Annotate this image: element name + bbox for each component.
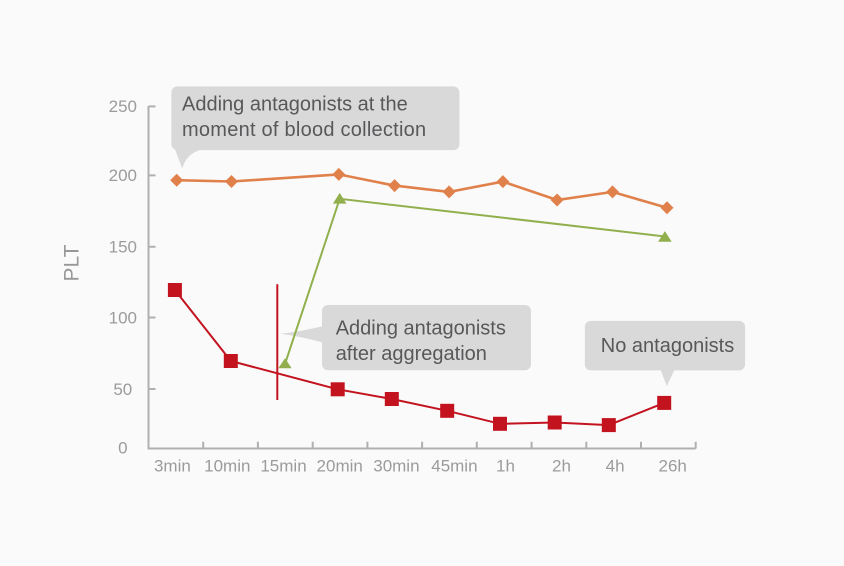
svg-text:150: 150: [109, 238, 137, 257]
svg-text:3min: 3min: [154, 457, 191, 476]
svg-text:0: 0: [118, 439, 127, 458]
svg-text:4h: 4h: [606, 457, 625, 476]
svg-text:30min: 30min: [373, 457, 419, 476]
svg-text:20min: 20min: [317, 457, 363, 476]
svg-text:250: 250: [109, 97, 137, 116]
svg-text:Adding antagonists at the: Adding antagonists at the: [182, 93, 408, 115]
svg-text:1h: 1h: [496, 457, 515, 476]
svg-text:Adding antagonists: Adding antagonists: [336, 318, 506, 340]
svg-text:100: 100: [109, 309, 137, 328]
svg-text:PLT: PLT: [61, 244, 84, 281]
svg-text:2h: 2h: [552, 457, 571, 476]
svg-text:26h: 26h: [659, 457, 687, 476]
svg-text:200: 200: [109, 166, 137, 185]
svg-text:No antagonists: No antagonists: [601, 335, 734, 357]
svg-text:after aggregation: after aggregation: [336, 343, 487, 365]
svg-text:50: 50: [113, 380, 132, 399]
svg-text:moment of blood collection: moment of blood collection: [182, 119, 426, 141]
svg-text:15min: 15min: [260, 457, 306, 476]
svg-text:45min: 45min: [431, 457, 477, 476]
svg-text:10min: 10min: [204, 457, 250, 476]
